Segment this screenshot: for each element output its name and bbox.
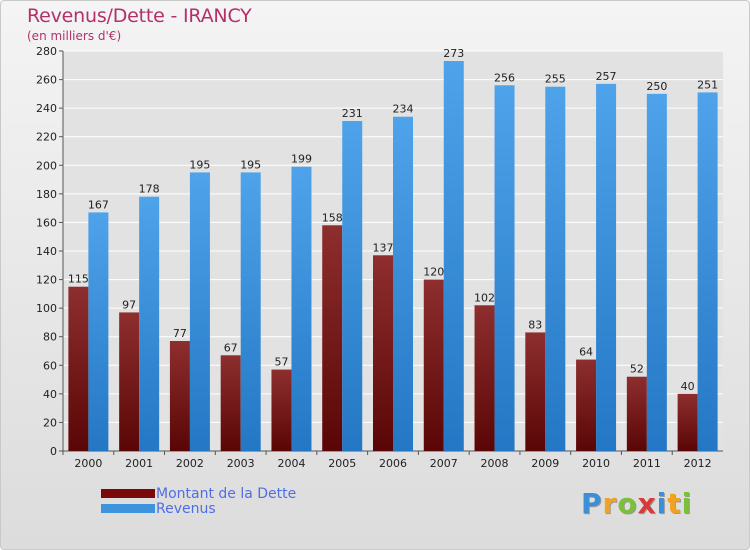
chart-title: Revenus/Dette - IRANCY [27,5,252,27]
data-label-dette: 57 [274,356,288,369]
y-tick-label: 0 [50,445,57,458]
x-tick-label: 2011 [633,457,661,470]
logo-letter-1: r [602,487,618,520]
y-tick-label: 240 [36,102,57,115]
bar-dette [525,332,546,451]
y-tick-label: 80 [43,331,57,344]
proxiti-logo: Proxiti [581,487,692,520]
bar-dette [474,305,495,451]
x-tick-label: 2012 [684,457,712,470]
y-tick-label: 160 [36,216,57,229]
bar-dette [626,376,647,451]
logo-letter-6: i [681,487,693,520]
bar-revenus [342,121,363,451]
bar-revenus [443,61,464,451]
legend-label-revenus: Revenus [156,501,216,517]
x-tick-label: 2006 [379,457,407,470]
data-label-revenus: 231 [342,107,363,120]
data-label-dette: 83 [528,318,542,331]
data-label-revenus: 178 [139,183,160,196]
data-label-revenus: 195 [189,158,210,171]
logo-letter-0: P [581,487,603,520]
data-label-dette: 52 [630,363,644,376]
data-label-revenus: 255 [545,73,566,86]
data-label-revenus: 250 [646,80,667,93]
bar-dette [220,355,241,451]
y-tick-label: 280 [36,45,57,58]
bar-revenus [697,92,718,451]
bar-revenus [494,85,515,452]
bar-dette [576,359,597,451]
data-label-revenus: 251 [697,78,718,91]
x-tick-label: 2005 [328,457,356,470]
chart-subtitle: (en milliers d'€) [27,29,122,43]
y-tick-label: 100 [36,302,57,315]
y-tick-label: 120 [36,274,57,287]
x-tick-label: 2000 [74,457,102,470]
bar-revenus [189,172,210,451]
bar-revenus [646,93,667,451]
logo-letter-2: o [617,487,638,520]
legend-label-dette: Montant de la Dette [156,486,297,502]
x-tick-label: 2007 [430,457,458,470]
data-label-dette: 115 [68,273,89,286]
y-tick-label: 40 [43,388,57,401]
data-label-dette: 137 [373,241,394,254]
data-label-dette: 158 [322,211,343,224]
data-label-revenus: 257 [596,70,617,83]
data-label-dette: 77 [173,327,187,340]
legend-swatch-revenus [101,504,155,513]
y-tick-label: 140 [36,245,57,258]
y-tick-label: 60 [43,359,57,372]
bar-dette [169,341,190,451]
data-label-revenus: 195 [240,158,261,171]
bar-revenus [291,166,312,451]
bar-dette [271,369,292,451]
logo-letter-5: t [667,487,682,520]
legend-item-dette: Montant de la Dette [101,486,401,503]
bar-revenus [393,116,413,451]
data-label-revenus: 167 [88,198,109,211]
x-tick-label: 2002 [176,457,204,470]
data-label-dette: 67 [224,341,238,354]
bar-revenus [545,86,566,451]
x-tick-label: 2010 [582,457,610,470]
bar-revenus [139,196,160,451]
data-label-dette: 102 [474,291,495,304]
data-label-dette: 97 [122,298,136,311]
x-tick-label: 2009 [531,457,559,470]
logo-letter-3: x [637,487,657,520]
legend-item-revenus: Revenus [101,501,401,518]
data-label-dette: 64 [579,346,593,359]
bar-dette [373,255,393,451]
bar-dette [119,312,140,451]
data-label-dette: 40 [681,380,695,393]
bar-revenus [240,172,261,451]
data-label-revenus: 256 [494,71,515,84]
bar-dette [322,225,343,451]
data-label-dette: 120 [423,266,444,279]
y-tick-label: 260 [36,74,57,87]
bar-dette [68,286,89,451]
bar-revenus [88,212,109,451]
x-tick-label: 2004 [277,457,305,470]
y-tick-label: 200 [36,159,57,172]
legend-swatch-dette [101,489,155,498]
y-tick-label: 220 [36,131,57,144]
bar-dette [677,393,698,451]
data-label-revenus: 199 [291,153,312,166]
x-tick-label: 2008 [481,457,509,470]
x-tick-label: 2003 [227,457,255,470]
y-tick-label: 180 [36,188,57,201]
bar-revenus [596,83,617,451]
data-label-revenus: 234 [393,103,414,116]
bar-dette [423,279,444,451]
y-tick-label: 20 [43,416,57,429]
x-tick-label: 2001 [125,457,153,470]
data-label-revenus: 273 [443,47,464,60]
logo-letter-4: i [656,487,668,520]
